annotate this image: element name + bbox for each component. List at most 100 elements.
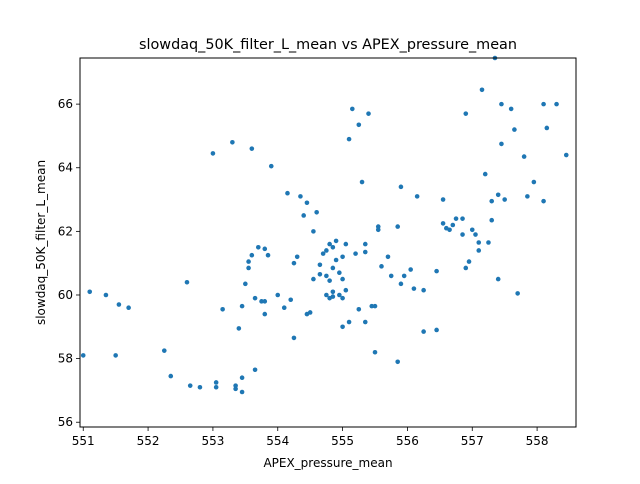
data-point [294, 254, 300, 260]
x-tick-label: 556 [396, 434, 419, 448]
data-point [421, 329, 426, 334]
data-point [346, 136, 352, 142]
data-point [275, 292, 281, 298]
data-point [262, 311, 268, 317]
data-point [340, 324, 345, 330]
data-point [262, 299, 268, 304]
data-point [366, 111, 371, 116]
data-point [249, 146, 255, 151]
data-point [362, 241, 368, 247]
data-point [544, 125, 550, 131]
data-point [395, 359, 401, 365]
data-point [440, 197, 446, 202]
data-point [259, 299, 264, 304]
data-point [359, 179, 365, 185]
x-tick-label: 558 [526, 434, 549, 448]
y-tick-label: 60 [58, 288, 73, 302]
chart-title: slowdaq_50K_filter_L_mean vs APEX_pressu… [139, 37, 517, 53]
data-point [330, 289, 336, 295]
data-point [233, 383, 238, 388]
data-point [307, 310, 313, 315]
data-point [288, 297, 294, 303]
data-point [330, 265, 336, 271]
data-point [314, 209, 319, 215]
data-point [213, 384, 219, 390]
data-point [362, 249, 368, 255]
data-point [304, 200, 310, 206]
data-point [233, 386, 238, 392]
data-point [311, 229, 316, 234]
data-point [398, 281, 404, 287]
data-point [463, 111, 469, 116]
data-point [87, 289, 93, 295]
data-point [434, 268, 439, 274]
data-point [447, 227, 452, 233]
data-point [246, 265, 251, 271]
data-point [340, 276, 345, 282]
data-point [408, 267, 413, 272]
data-point [482, 171, 488, 177]
data-point [116, 302, 122, 307]
data-point [252, 295, 258, 301]
y-tick-label: 58 [58, 352, 73, 366]
data-point [495, 276, 501, 282]
data-point [411, 286, 417, 291]
x-tick-label: 555 [331, 434, 354, 448]
data-point [324, 273, 329, 279]
data-point [340, 254, 345, 260]
data-point [103, 292, 109, 298]
data-point [340, 295, 345, 301]
data-point [333, 238, 339, 244]
data-point [243, 281, 248, 287]
data-point [541, 101, 546, 107]
plot-frame [79, 57, 577, 428]
x-axis-label: APEX_pressure_mean [263, 456, 392, 470]
data-point [262, 246, 268, 252]
data-point [434, 327, 439, 333]
data-point [356, 307, 362, 312]
data-point [476, 248, 482, 253]
data-point [508, 106, 514, 112]
data-point [327, 278, 332, 283]
data-point [353, 251, 358, 256]
data-point [236, 326, 242, 331]
data-point [499, 101, 504, 107]
data-point [298, 194, 303, 199]
data-point [126, 305, 131, 311]
data-point [333, 257, 339, 263]
data-point [291, 260, 297, 266]
data-point [239, 389, 245, 395]
data-point [281, 305, 287, 311]
data-point [249, 252, 255, 258]
x-tick-label: 552 [137, 434, 160, 448]
data-point [515, 291, 520, 296]
data-point [317, 262, 323, 268]
data-point [350, 106, 355, 112]
data-point [187, 383, 193, 388]
data-point [486, 240, 491, 245]
data-point [385, 254, 391, 260]
data-point [473, 232, 478, 237]
data-point [375, 224, 381, 229]
data-point [469, 227, 475, 233]
data-point [563, 152, 569, 158]
data-point [327, 241, 332, 247]
data-point [495, 192, 501, 198]
data-point [337, 270, 342, 276]
data-point [168, 373, 174, 379]
y-tick-label: 56 [58, 415, 73, 429]
data-point [239, 303, 245, 309]
data-point [450, 222, 456, 228]
data-point [285, 190, 290, 196]
data-point [395, 224, 401, 229]
x-tick-label: 554 [266, 434, 289, 448]
data-point [421, 287, 426, 293]
data-point [317, 272, 323, 277]
data-point [184, 279, 190, 285]
data-point [554, 101, 559, 107]
data-point [362, 319, 368, 325]
data-point [213, 380, 219, 385]
data-point [453, 216, 459, 221]
